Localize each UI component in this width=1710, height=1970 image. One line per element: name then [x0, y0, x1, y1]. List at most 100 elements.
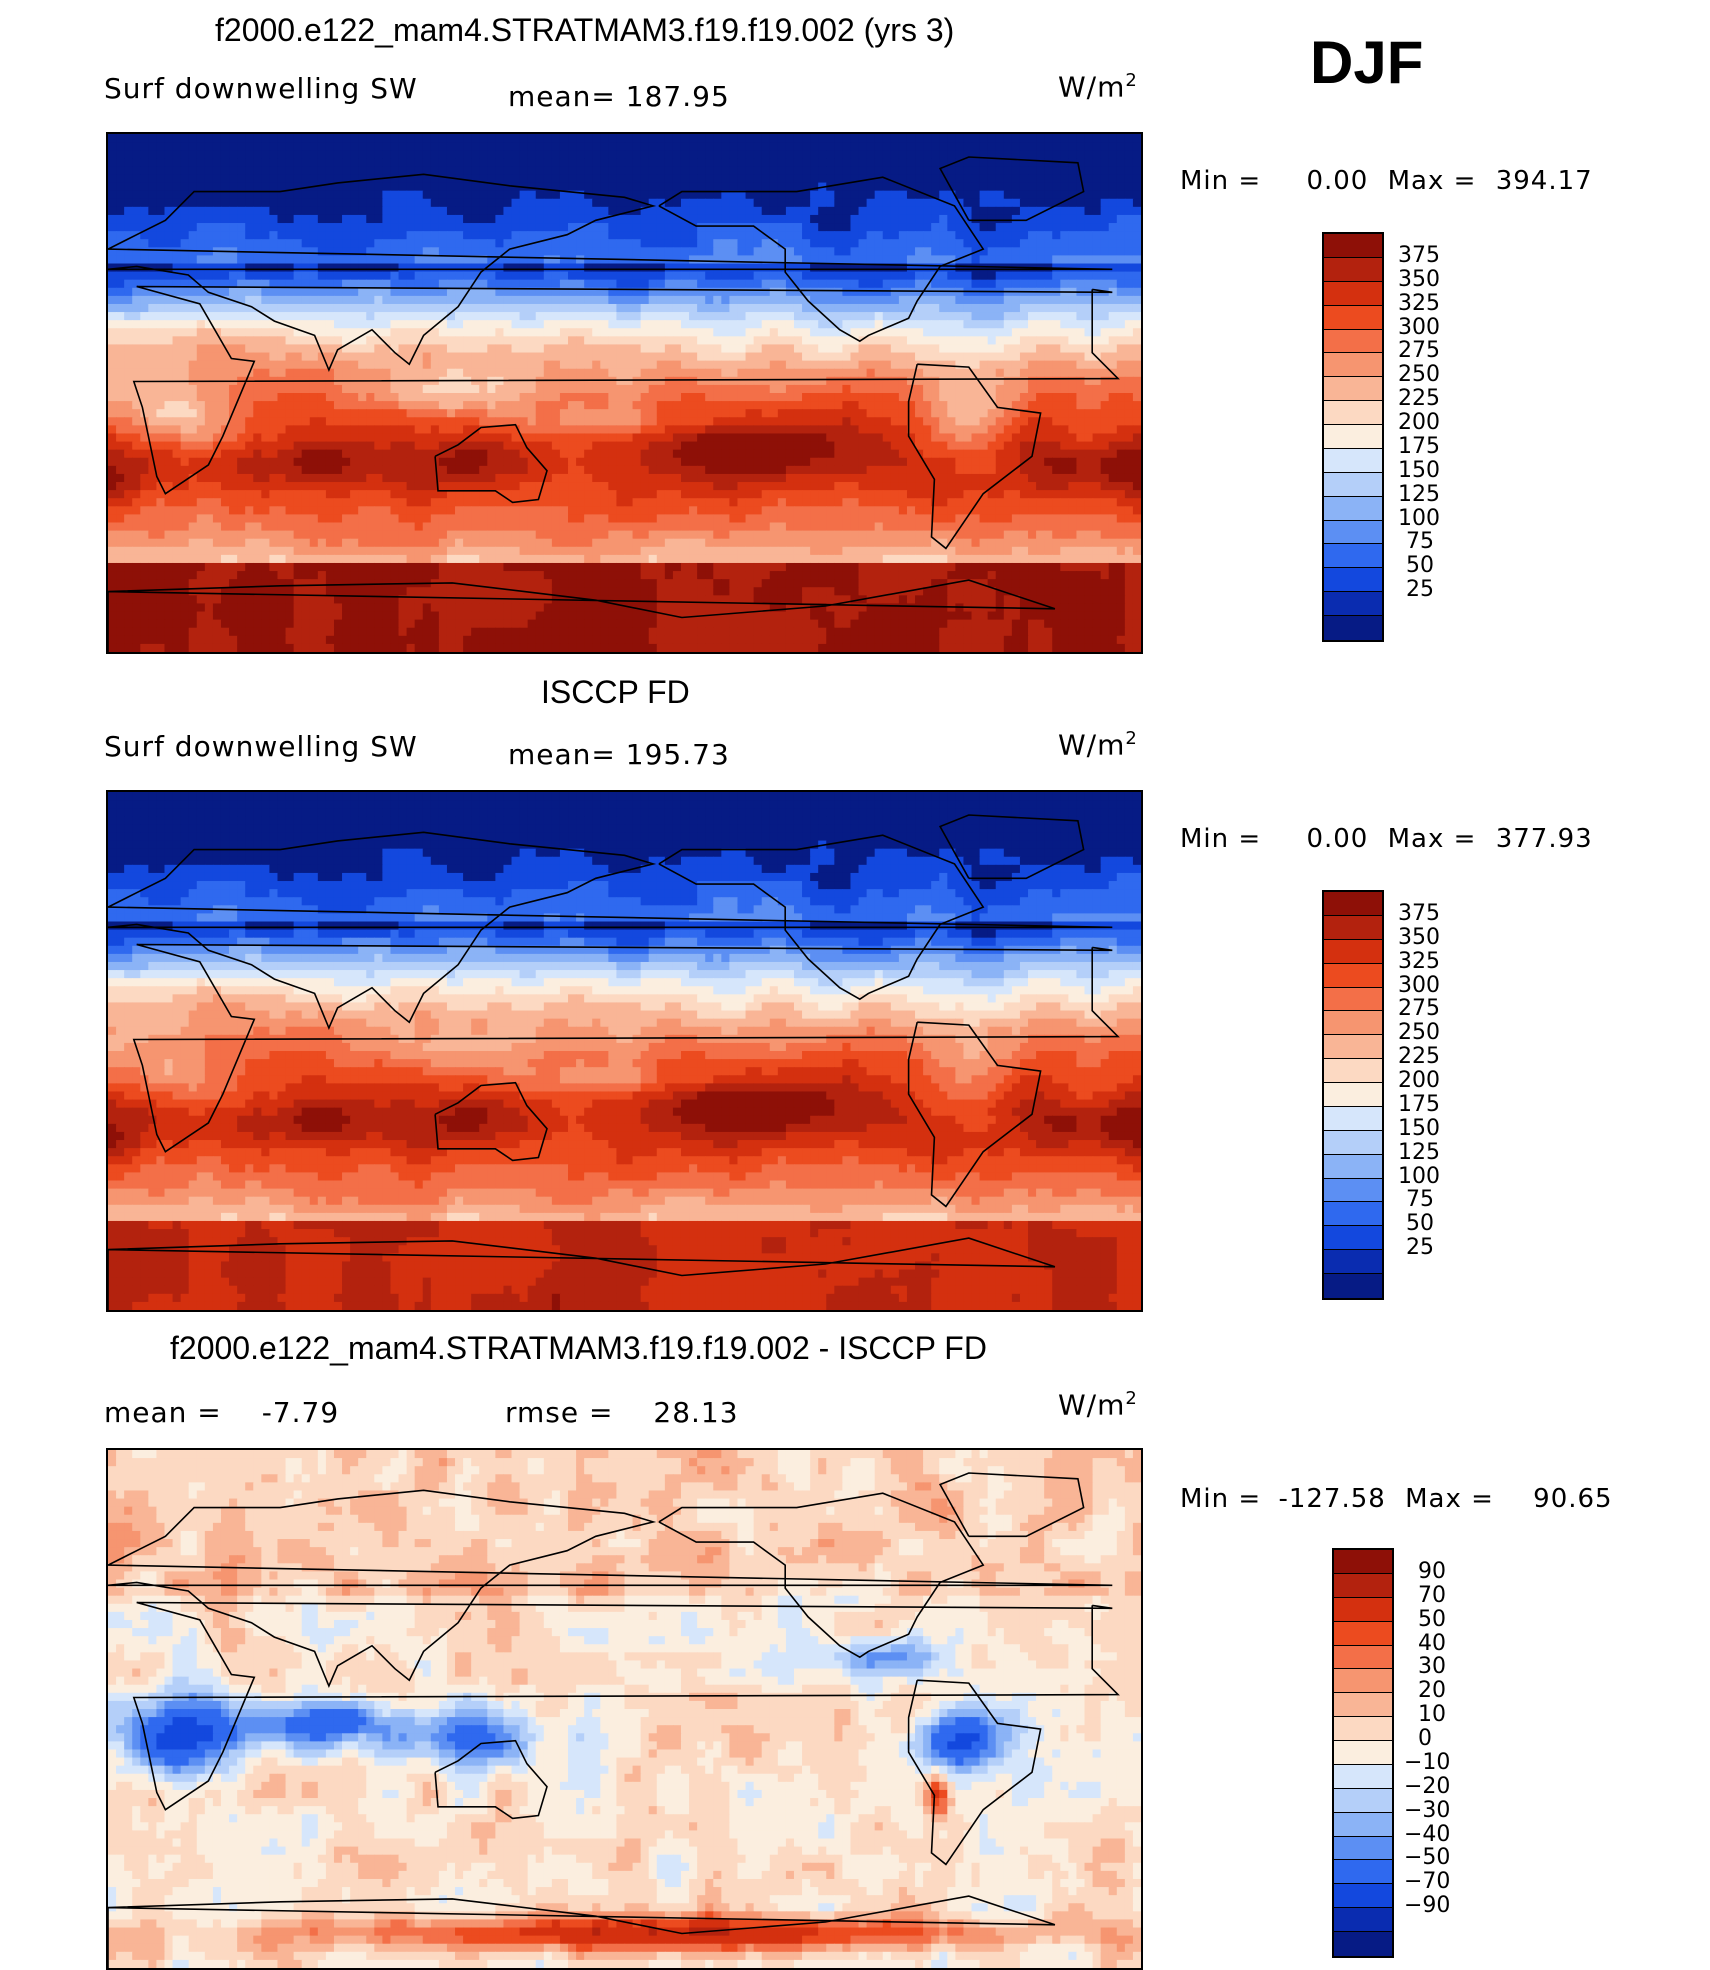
field-cell	[333, 174, 343, 184]
field-cell	[1060, 150, 1069, 159]
field-cell	[858, 328, 868, 337]
field-cell	[1132, 344, 1141, 354]
field-cell	[745, 312, 755, 321]
field-cell	[850, 287, 860, 297]
field-cell	[1011, 279, 1021, 289]
field-cell	[963, 368, 973, 378]
field-cell	[785, 134, 795, 143]
field-cell	[1068, 368, 1078, 378]
field-cell	[1052, 206, 1061, 216]
field-cell	[317, 417, 327, 426]
field-cell	[164, 166, 174, 176]
field-cell	[1003, 279, 1013, 289]
field-cell	[858, 166, 868, 176]
field-cell	[882, 352, 892, 362]
field-cell	[527, 231, 537, 240]
field-cell	[906, 263, 916, 273]
field-cell	[253, 279, 262, 289]
field-cell	[124, 376, 133, 386]
field-cell	[632, 376, 642, 386]
field-cell	[116, 150, 125, 159]
field-cell	[1092, 206, 1102, 216]
field-cell	[1052, 182, 1061, 192]
field-cell	[592, 263, 601, 273]
field-cell	[568, 247, 577, 256]
field-cell	[874, 255, 884, 265]
field-cell	[866, 134, 876, 143]
field-cell	[624, 174, 634, 184]
field-cell	[293, 134, 303, 143]
field-cell	[527, 320, 537, 329]
field-cell	[487, 417, 496, 426]
field-cell	[939, 384, 948, 394]
field-cell	[1003, 360, 1013, 370]
field-cell	[608, 303, 618, 313]
field-cell	[1092, 433, 1102, 443]
field-cell	[882, 182, 892, 192]
field-cell	[559, 376, 569, 386]
field-cell	[188, 214, 198, 224]
field-cell	[374, 287, 383, 297]
field-cell	[1003, 214, 1013, 224]
field-cell	[511, 279, 521, 289]
field-cell	[576, 255, 585, 265]
field-cell	[1108, 198, 1118, 208]
field-cell	[519, 376, 529, 386]
field-cell	[229, 344, 238, 354]
field-cell	[656, 409, 666, 418]
field-cell	[164, 344, 174, 354]
field-cell	[269, 303, 279, 313]
field-cell	[559, 174, 569, 184]
field-cell	[495, 134, 505, 143]
field-cell	[737, 360, 747, 370]
field-cell	[551, 142, 561, 151]
field-cell	[906, 255, 916, 265]
field-cell	[955, 393, 965, 402]
panel1-mean-label: mean=	[508, 80, 616, 113]
field-cell	[785, 247, 795, 256]
field-cell	[285, 263, 295, 273]
field-cell	[1060, 303, 1069, 313]
field-cell	[1019, 255, 1029, 265]
field-cell	[535, 409, 545, 418]
field-cell	[624, 198, 634, 208]
field-cell	[1011, 150, 1021, 159]
field-cell	[414, 134, 424, 143]
field-cell	[543, 344, 553, 354]
field-cell	[237, 142, 246, 151]
field-cell	[866, 182, 876, 192]
field-cell	[568, 441, 577, 451]
field-cell	[245, 255, 254, 265]
field-cell	[301, 271, 311, 281]
field-cell	[519, 295, 529, 305]
field-cell	[317, 328, 327, 337]
field-cell	[495, 425, 505, 435]
field-cell	[721, 384, 731, 394]
field-cell	[446, 198, 456, 208]
field-cell	[632, 320, 642, 329]
field-cell	[261, 158, 271, 167]
field-cell	[850, 166, 860, 176]
field-cell	[309, 150, 319, 159]
field-cell	[1116, 433, 1126, 443]
field-cell	[446, 158, 456, 167]
field-cell	[1116, 352, 1126, 362]
field-cell	[132, 441, 141, 451]
field-cell	[624, 182, 634, 192]
field-cell	[1003, 344, 1013, 354]
field-cell	[253, 336, 262, 346]
field-cell	[446, 401, 456, 410]
field-cell	[253, 255, 262, 265]
field-cell	[245, 174, 254, 184]
field-cell	[1068, 336, 1078, 346]
field-cell	[108, 263, 117, 273]
field-cell	[931, 279, 940, 289]
field-cell	[535, 384, 545, 394]
field-cell	[1068, 247, 1078, 256]
field-cell	[164, 368, 174, 378]
field-cell	[519, 328, 529, 337]
field-cell	[915, 206, 924, 216]
field-cell	[543, 303, 553, 313]
field-cell	[664, 344, 674, 354]
field-cell	[196, 312, 206, 321]
